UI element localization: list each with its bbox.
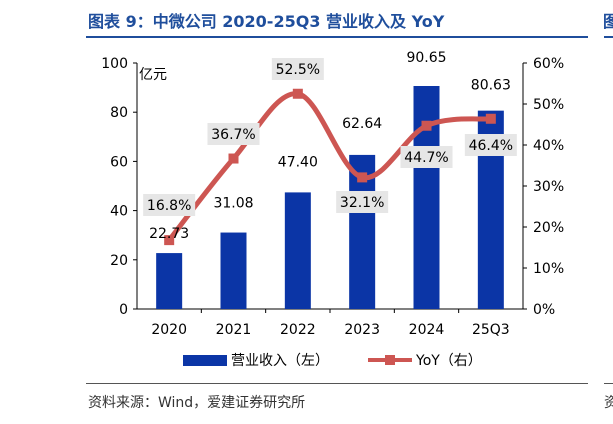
yoy-value-label: 44.7% [404, 150, 448, 166]
revenue-value-label: 31.08 [213, 196, 253, 212]
bar-series [156, 86, 504, 309]
revenue-bar [156, 253, 183, 309]
y-right-tick-label: 10% [533, 261, 564, 277]
yoy-marker [292, 88, 303, 99]
x-tick-label: 2023 [344, 322, 380, 338]
y-right-tick-label: 50% [533, 97, 564, 113]
adjacent-source-fragment: 资 [604, 395, 613, 411]
yoy-value-label: 46.4% [469, 138, 513, 154]
yoy-value-label: 16.8% [147, 198, 191, 214]
revenue-value-label: 22.73 [149, 226, 189, 242]
chart-axes: 0 20 40 60 80 100 0% 10% 20% 30% 40% 50% 60% 亿元 2020 20… [101, 56, 564, 338]
yoy-label-box [464, 134, 517, 156]
adjacent-source-rule [604, 383, 613, 384]
y-left-tick-label: 80 [110, 105, 128, 121]
source-note: 资料来源：Wind，爱建证券研究所 [88, 395, 306, 411]
revenue-value-label: 47.40 [278, 154, 318, 170]
y-right-tick-label: 0% [533, 302, 555, 318]
yoy-marker [485, 113, 496, 124]
x-tick-label: 2021 [216, 322, 252, 338]
yoy-value-label: 52.5% [276, 62, 320, 78]
yoy-label-box [143, 194, 196, 216]
legend: 营业收入（左） YoY（右） [0, 350, 613, 370]
y-right-tick-label: 20% [533, 220, 564, 236]
y-left-tick-label: 60 [110, 154, 128, 170]
adjacent-title-rule [604, 36, 613, 38]
x-tick-label: 2024 [409, 322, 445, 338]
y-left-tick-label: 20 [110, 253, 128, 269]
x-tick-label: 25Q3 [472, 322, 510, 338]
y-left-unit-label: 亿元 [139, 67, 167, 83]
revenue-value-label: 90.65 [406, 50, 446, 66]
y-right-tick-label: 60% [533, 56, 564, 72]
revenue-bar [284, 192, 311, 309]
yoy-marker [357, 172, 368, 183]
yoy-value-label: 32.1% [340, 195, 384, 211]
y-left-tick-label: 100 [101, 56, 128, 72]
yoy-label-box [207, 123, 260, 145]
y-left-tick-label: 40 [110, 204, 128, 220]
legend-item-yoy: YoY（右） [368, 350, 482, 370]
legend-item-revenue: 营业收入（左） [183, 350, 329, 370]
yoy-label-box [336, 191, 389, 213]
revenue-value-label: 62.64 [342, 116, 382, 132]
yoy-label-box [271, 58, 324, 80]
title-rule [86, 36, 588, 38]
yoy-marker [421, 120, 432, 131]
line-series [164, 88, 496, 246]
y-right-tick-label: 30% [533, 179, 564, 195]
source-rule [86, 383, 588, 384]
x-tick-label: 2022 [280, 322, 316, 338]
yoy-marker [164, 235, 175, 246]
legend-label-revenue: 营业收入（左） [231, 353, 329, 369]
y-left-tick-label: 0 [119, 302, 128, 318]
revenue-bar [413, 86, 440, 309]
data-labels: 22.73 31.08 47.40 62.64 90.65 80.63 16.8% 36.7%… [143, 50, 517, 242]
legend-label-yoy: YoY（右） [416, 353, 482, 369]
legend-line-swatch [368, 355, 412, 365]
yoy-value-label: 36.7% [211, 127, 255, 143]
yoy-marker [228, 153, 239, 164]
x-tick-label: 2020 [151, 322, 187, 338]
figure-title: 图表 9：中微公司 2020-25Q3 营业收入及 YoY [88, 12, 445, 31]
adjacent-figure-title-fragment: 图 [603, 12, 613, 31]
y-right-tick-label: 40% [533, 138, 564, 154]
yoy-label-box [400, 146, 453, 168]
revenue-value-label: 80.63 [471, 78, 511, 94]
legend-bar-swatch [183, 354, 227, 366]
revenue-bar [220, 232, 247, 309]
